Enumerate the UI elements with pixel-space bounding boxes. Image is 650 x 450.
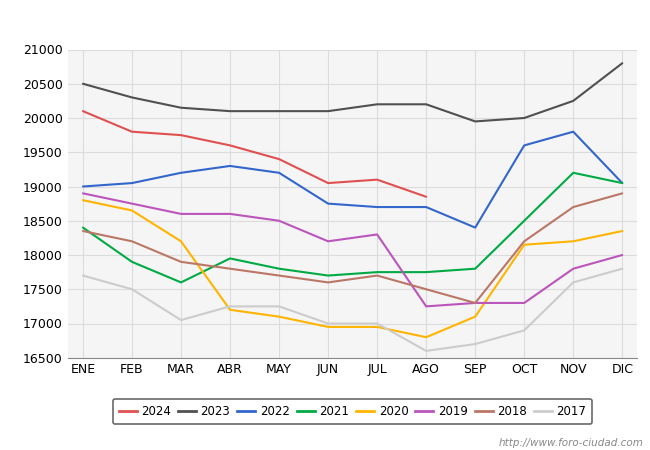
Legend: 2024, 2023, 2022, 2021, 2020, 2019, 2018, 2017: 2024, 2023, 2022, 2021, 2020, 2019, 2018…: [113, 399, 592, 424]
Text: http://www.foro-ciudad.com: http://www.foro-ciudad.com: [499, 438, 644, 448]
Text: Afiliados en Vila-real a 31/8/2024: Afiliados en Vila-real a 31/8/2024: [181, 14, 469, 33]
